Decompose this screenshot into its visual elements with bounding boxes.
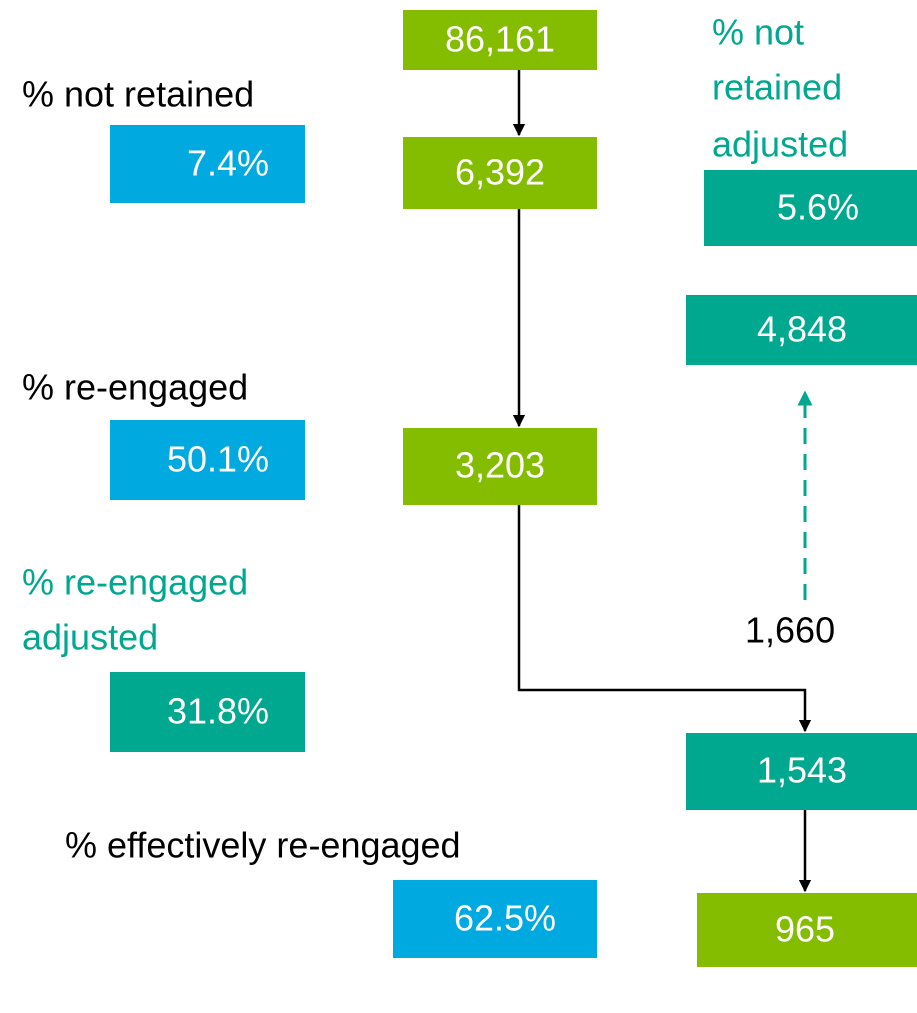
metric-label: adjusted bbox=[712, 124, 848, 165]
node-label: 6,392 bbox=[455, 152, 545, 193]
node-box bbox=[686, 733, 917, 810]
node-box bbox=[697, 893, 917, 967]
metric-value: 7.4% bbox=[187, 143, 269, 184]
metric-value: 62.5% bbox=[454, 898, 556, 939]
node-box bbox=[686, 295, 917, 365]
metric-box bbox=[110, 420, 305, 500]
node-label: 86,161 bbox=[445, 19, 555, 60]
node-label: 4,848 bbox=[757, 309, 847, 350]
metric-box bbox=[704, 170, 917, 246]
node-box bbox=[403, 10, 597, 70]
dashed-label: 1,660 bbox=[745, 610, 835, 651]
metric-box bbox=[393, 880, 597, 958]
metric-value: 5.6% bbox=[777, 187, 859, 228]
metric-value: 50.1% bbox=[167, 439, 269, 480]
node-label: 1,543 bbox=[757, 750, 847, 791]
metric-label: retained bbox=[712, 67, 842, 108]
metric-label: % effectively re-engaged bbox=[65, 825, 461, 866]
connectors bbox=[512, 70, 812, 893]
metric-label: adjusted bbox=[22, 617, 158, 658]
metric-box bbox=[110, 125, 305, 203]
arrow bbox=[517, 505, 812, 733]
metric-label: % not retained bbox=[22, 74, 254, 115]
node-label: 965 bbox=[775, 909, 835, 950]
metric-label: % not bbox=[712, 12, 804, 53]
node-box bbox=[403, 137, 597, 209]
node-label: 3,203 bbox=[455, 445, 545, 486]
metric-label: % re-engaged bbox=[22, 367, 248, 408]
metric-box bbox=[110, 672, 305, 752]
metric-value: 31.8% bbox=[167, 691, 269, 732]
node-box bbox=[403, 428, 597, 505]
metric-label: % re-engaged bbox=[22, 562, 248, 603]
